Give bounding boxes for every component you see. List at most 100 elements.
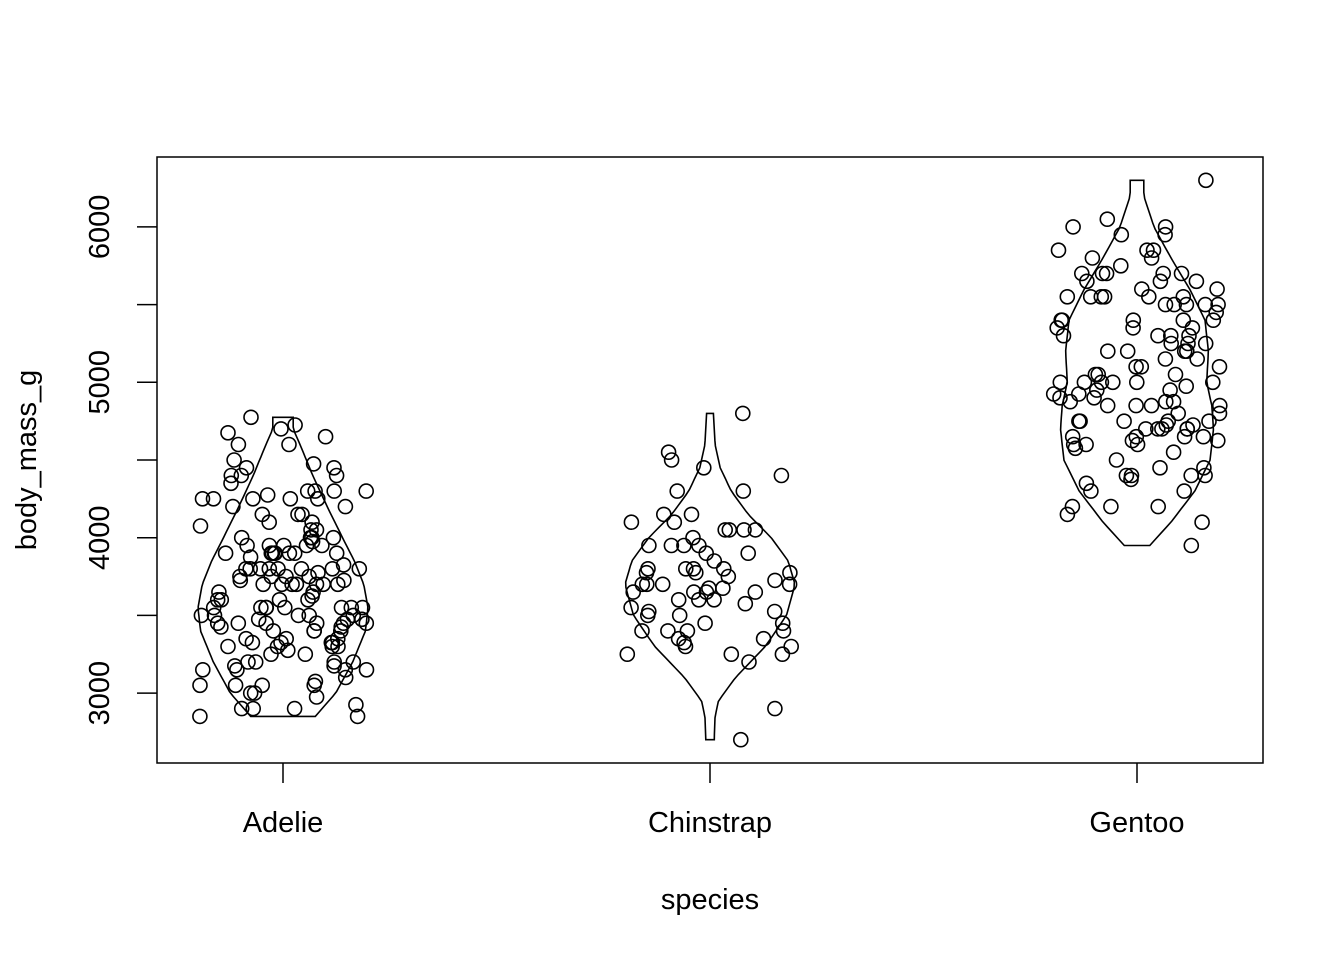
- data-point-chinstrap: [670, 591, 687, 608]
- data-point-gentoo: [1059, 288, 1076, 305]
- data-point-adelie: [324, 560, 341, 577]
- data-point-adelie: [273, 421, 289, 437]
- data-point-gentoo: [1129, 436, 1146, 453]
- data-point-gentoo: [1116, 413, 1132, 430]
- data-point-adelie: [286, 700, 303, 717]
- data-point-adelie: [348, 696, 364, 713]
- data-point-gentoo: [1197, 467, 1213, 484]
- data-point-adelie: [233, 700, 250, 717]
- data-point-gentoo: [1180, 335, 1196, 352]
- data-point-adelie: [273, 634, 289, 651]
- data-point-adelie: [278, 630, 295, 647]
- data-point-adelie: [305, 456, 322, 472]
- data-point-gentoo: [1087, 366, 1104, 383]
- data-point-adelie: [308, 689, 325, 705]
- data-point-chinstrap: [641, 537, 657, 554]
- data-point-chinstrap: [715, 580, 731, 597]
- data-point-gentoo: [1179, 343, 1195, 360]
- data-point-chinstrap: [732, 731, 749, 748]
- data-point-adelie: [294, 506, 310, 523]
- data-point-gentoo: [1124, 432, 1141, 449]
- data-point-gentoo: [1198, 172, 1214, 189]
- data-point-adelie: [287, 417, 303, 433]
- data-point-gentoo: [1139, 242, 1155, 258]
- data-point-adelie: [325, 529, 342, 546]
- data-point-adelie: [220, 638, 236, 655]
- data-point-adelie: [246, 685, 263, 701]
- data-point-adelie: [242, 685, 259, 701]
- data-point-chinstrap: [717, 522, 734, 538]
- data-point-gentoo: [1173, 265, 1190, 282]
- data-point-gentoo: [1138, 421, 1154, 437]
- data-point-adelie: [192, 677, 208, 694]
- data-point-gentoo: [1045, 386, 1062, 402]
- data-point-adelie: [213, 619, 229, 635]
- data-point-gentoo: [1150, 421, 1166, 437]
- data-point-gentoo: [1059, 506, 1076, 523]
- data-point-chinstrap: [685, 584, 702, 600]
- data-point-gentoo: [1134, 281, 1150, 297]
- data-point-chinstrap: [671, 607, 688, 624]
- data-point-gentoo: [1176, 483, 1192, 499]
- data-point-gentoo: [1071, 386, 1087, 402]
- data-point-gentoo: [1082, 288, 1099, 305]
- data-point-adelie: [354, 599, 371, 616]
- data-point-adelie: [337, 661, 354, 678]
- data-point-gentoo: [1178, 378, 1194, 395]
- x-tick-label: Gentoo: [1089, 807, 1184, 839]
- data-point-gentoo: [1157, 226, 1173, 243]
- data-point-adelie: [358, 483, 375, 499]
- data-point-adelie: [345, 654, 362, 670]
- x-tick-label: Chinstrap: [648, 807, 772, 839]
- data-point-chinstrap: [663, 537, 680, 554]
- data-point-gentoo: [1052, 374, 1069, 391]
- data-point-gentoo: [1074, 265, 1090, 282]
- data-point-adelie: [245, 700, 261, 717]
- data-point-adelie: [223, 467, 240, 484]
- data-point-adelie: [358, 615, 375, 632]
- data-point-gentoo: [1083, 483, 1099, 499]
- data-point-adelie: [282, 490, 299, 507]
- data-point-gentoo: [1175, 288, 1192, 305]
- data-point-chinstrap: [663, 452, 680, 468]
- data-point-gentoo: [1181, 327, 1197, 344]
- data-point-adelie: [308, 522, 325, 538]
- data-point-gentoo: [1119, 343, 1136, 360]
- data-point-chinstrap: [690, 591, 707, 608]
- y-tick-label: 3000: [84, 661, 116, 726]
- data-point-adelie: [328, 467, 345, 484]
- data-point-adelie: [324, 634, 341, 651]
- data-point-adelie: [238, 630, 254, 647]
- data-point-gentoo: [1210, 432, 1226, 449]
- data-point-adelie: [297, 646, 314, 663]
- data-point-gentoo: [1196, 459, 1212, 476]
- data-point-gentoo: [1163, 335, 1179, 352]
- data-point-gentoo: [1108, 452, 1125, 468]
- data-point-adelie: [238, 459, 255, 476]
- y-tick-label: 4000: [84, 505, 116, 570]
- data-point-gentoo: [1072, 413, 1088, 430]
- data-point-chinstrap: [747, 522, 764, 538]
- data-point-adelie: [308, 576, 325, 593]
- data-point-gentoo: [1103, 498, 1119, 515]
- data-point-chinstrap: [638, 564, 655, 581]
- data-point-adelie: [335, 615, 352, 632]
- data-point-chinstrap: [666, 514, 683, 531]
- data-point-gentoo: [1189, 351, 1205, 367]
- data-point-adelie: [345, 607, 362, 624]
- data-point-adelie: [309, 490, 326, 507]
- x-tick-label: Adelie: [243, 807, 324, 839]
- data-point-adelie: [281, 436, 297, 453]
- data-point-adelie: [304, 533, 321, 550]
- data-point-adelie: [314, 537, 330, 554]
- data-point-chinstrap: [623, 514, 640, 531]
- data-point-gentoo: [1208, 304, 1224, 321]
- data-point-adelie: [223, 475, 239, 492]
- data-point-gentoo: [1175, 312, 1192, 329]
- data-point-gentoo: [1094, 265, 1111, 282]
- data-point-chinstrap: [695, 459, 712, 476]
- data-point-chinstrap: [735, 483, 752, 499]
- data-point-gentoo: [1157, 219, 1174, 235]
- data-point-adelie: [232, 572, 249, 589]
- data-point-adelie: [286, 545, 303, 562]
